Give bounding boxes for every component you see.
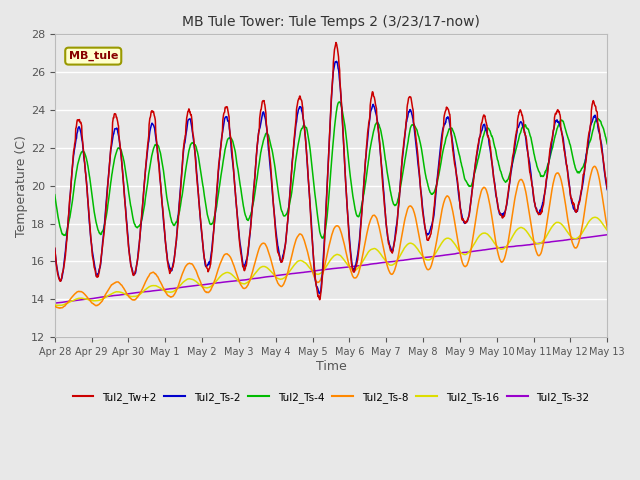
Y-axis label: Temperature (C): Temperature (C) bbox=[15, 135, 28, 237]
Text: MB_tule: MB_tule bbox=[68, 51, 118, 61]
Legend: Tul2_Tw+2, Tul2_Ts-2, Tul2_Ts-4, Tul2_Ts-8, Tul2_Ts-16, Tul2_Ts-32: Tul2_Tw+2, Tul2_Ts-2, Tul2_Ts-4, Tul2_Ts… bbox=[68, 388, 593, 407]
Title: MB Tule Tower: Tule Temps 2 (3/23/17-now): MB Tule Tower: Tule Temps 2 (3/23/17-now… bbox=[182, 15, 480, 29]
X-axis label: Time: Time bbox=[316, 360, 346, 372]
